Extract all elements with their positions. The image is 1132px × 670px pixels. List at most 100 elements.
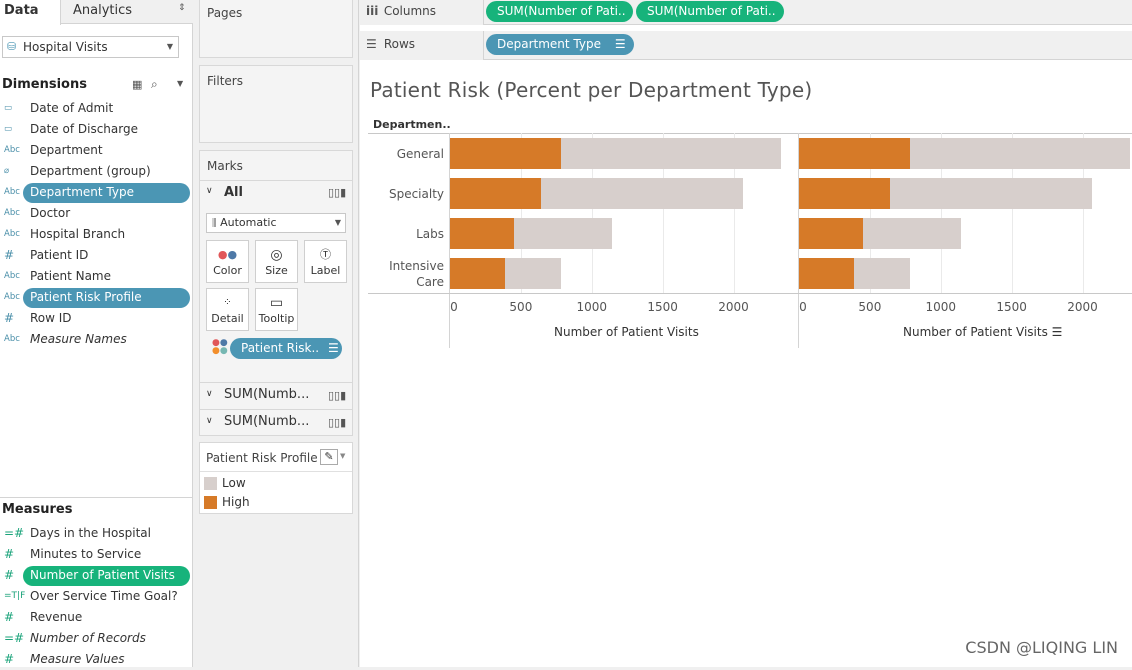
view-grid-icon[interactable]: ▦ — [132, 78, 143, 91]
field-label: Patient Name — [30, 269, 111, 283]
legend-label[interactable]: High — [222, 495, 250, 509]
field-item[interactable]: Abc Patient Risk Profile — [0, 287, 192, 308]
chevron-down-icon[interactable]: ▼ — [340, 452, 346, 460]
string-icon: Abc — [4, 229, 20, 239]
marks-all-label[interactable]: All — [224, 185, 243, 200]
field-label: Date of Discharge — [30, 122, 138, 136]
field-item[interactable]: Abc Patient Name — [0, 266, 192, 287]
x-tick-label: 2000 — [1067, 300, 1098, 314]
legend-title: Patient Risk Profile — [206, 451, 318, 465]
marks-sum-1[interactable]: SUM(Numb... — [224, 387, 310, 402]
marks-sum-2[interactable]: SUM(Numb... — [224, 414, 310, 429]
columns-pill-2[interactable]: SUM(Number of Pati.. — [636, 1, 784, 22]
x-tick-label: 1000 — [925, 300, 957, 314]
divider — [200, 471, 352, 472]
row-header[interactable]: Departmen.. — [373, 118, 451, 131]
tab-analytics[interactable]: Analytics — [73, 3, 133, 18]
field-item[interactable]: # Number of Patient Visits — [0, 565, 192, 586]
mark-type-select[interactable]: ⫼ Automatic ▼ — [206, 213, 346, 233]
bar-chart-icon: ▯▯▮ — [328, 416, 347, 429]
gridline — [520, 133, 522, 293]
size-button[interactable]: ◎ Size — [255, 240, 298, 283]
bar-high[interactable] — [799, 138, 910, 169]
field-item[interactable]: # Patient ID — [0, 245, 192, 266]
tooltip-label: Tooltip — [258, 312, 295, 325]
field-label: Date of Admit — [30, 101, 114, 115]
bar-high[interactable] — [450, 178, 542, 209]
bar-high[interactable] — [799, 178, 891, 209]
sort-icon: ☰ — [327, 341, 339, 355]
label-button[interactable]: Ⓣ Label — [304, 240, 347, 283]
bar-high[interactable] — [450, 218, 515, 249]
rows-shelf[interactable]: ☰ Rows Department Type ☰ — [360, 31, 1132, 60]
legend-label[interactable]: Low — [222, 476, 246, 490]
mark-type-label: Automatic — [220, 216, 277, 229]
field-item[interactable]: Abc Doctor — [0, 203, 192, 224]
datasource-label: Hospital Visits — [23, 40, 108, 54]
field-item[interactable]: ▭ Date of Admit — [0, 98, 192, 119]
category-label[interactable]: Intensive Care — [389, 259, 444, 289]
x-axis-title-right[interactable]: Number of Patient Visits ☰ — [903, 325, 1063, 339]
collapse-icon[interactable]: ∨ — [206, 416, 213, 426]
string-icon: Abc — [4, 292, 20, 302]
category-label[interactable]: Labs — [416, 227, 444, 241]
field-item[interactable]: Abc Measure Names — [0, 329, 192, 350]
bar-high[interactable] — [450, 258, 505, 289]
filters-card[interactable]: Filters — [199, 65, 353, 143]
field-item[interactable]: # Measure Values — [0, 649, 192, 670]
string-icon: Abc — [4, 271, 20, 281]
tab-data[interactable]: Data — [0, 0, 61, 25]
field-item[interactable]: =T|F Over Service Time Goal? — [0, 586, 192, 607]
number-icon: # — [4, 652, 15, 666]
field-item[interactable]: Abc Hospital Branch — [0, 224, 192, 245]
calc-number-icon: =# — [4, 526, 25, 540]
color-field-pill[interactable]: Patient Risk.. ☰ — [230, 338, 342, 359]
bar-high[interactable] — [450, 138, 561, 169]
field-item[interactable]: =# Number of Records — [0, 628, 192, 649]
category-label[interactable]: Specialty — [388, 187, 444, 201]
field-label: Measure Values — [30, 652, 125, 666]
x-tick-label: 500 — [858, 300, 882, 314]
data-analytics-tabs: Data Analytics ⇕ — [0, 0, 193, 25]
columns-pill-1[interactable]: SUM(Number of Pati.. — [486, 1, 633, 22]
edit-colors-icon[interactable]: ✎ — [320, 449, 338, 465]
bar-high[interactable] — [799, 218, 864, 249]
pages-card[interactable]: Pages — [199, 0, 353, 58]
datasource-select[interactable]: ⛁ Hospital Visits ▼ — [2, 36, 179, 58]
menu-dropdown-icon[interactable]: ▼ — [177, 79, 184, 88]
gridline — [940, 133, 942, 293]
tooltip-button[interactable]: ▭ Tooltip — [255, 288, 298, 331]
data-pane: Data Analytics ⇕ ⛁ Hospital Visits ▼ Dim… — [0, 0, 193, 667]
selected-highlight — [23, 288, 190, 308]
string-icon: Abc — [4, 334, 20, 344]
tab-scroll-icon[interactable]: ⇕ — [178, 3, 186, 13]
columns-shelf[interactable]: iii Columns SUM(Number of Pati.. SUM(Num… — [360, 0, 1132, 25]
category-label[interactable]: General — [396, 147, 444, 161]
field-item[interactable]: ⌀ Department (group) — [0, 161, 192, 182]
tooltip-icon: ▭ — [269, 295, 284, 311]
rows-shelf-label: ☰ Rows — [360, 31, 484, 60]
field-item[interactable]: # Minutes to Service — [0, 544, 192, 565]
field-item[interactable]: Abc Department — [0, 140, 192, 161]
field-item[interactable]: Abc Department Type — [0, 182, 192, 203]
rows-pill[interactable]: Department Type ☰ — [486, 34, 634, 55]
field-item[interactable]: =# Days in the Hospital — [0, 523, 192, 544]
x-axis-title-left[interactable]: Number of Patient Visits — [554, 325, 699, 339]
collapse-icon[interactable]: ∨ — [206, 186, 213, 196]
string-icon: Abc — [4, 208, 20, 218]
paperclip-icon: ⌀ — [4, 166, 10, 176]
gridline — [662, 133, 664, 293]
detail-button[interactable]: ⁘ Detail — [206, 288, 249, 331]
field-item[interactable]: ▭ Date of Discharge — [0, 119, 192, 140]
collapse-icon[interactable]: ∨ — [206, 389, 213, 399]
color-button[interactable]: ●● Color — [206, 240, 249, 283]
field-item[interactable]: # Revenue — [0, 607, 192, 628]
bar-high[interactable] — [799, 258, 854, 289]
search-icon[interactable]: ⌕ — [151, 77, 158, 91]
watermark: CSDN @LIQING LIN — [965, 638, 1118, 657]
string-icon: Abc — [4, 145, 20, 155]
field-label: Number of Records — [30, 631, 146, 645]
field-label: Measure Names — [30, 332, 127, 346]
field-item[interactable]: # Row ID — [0, 308, 192, 329]
rows-icon: ☰ — [366, 37, 377, 51]
